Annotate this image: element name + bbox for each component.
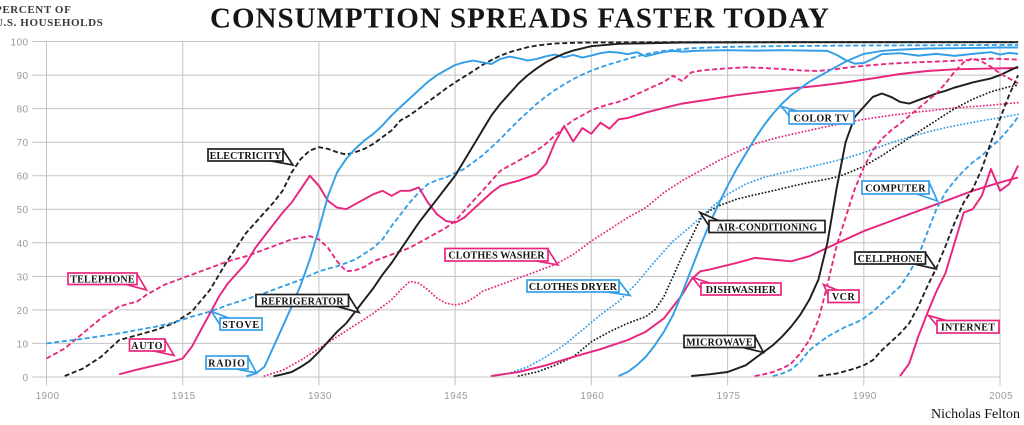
svg-text:40: 40 [17,239,29,250]
svg-text:1975: 1975 [717,391,741,402]
svg-text:ELECTRICITY: ELECTRICITY [210,151,282,162]
svg-text:AIR-CONDITIONING: AIR-CONDITIONING [717,222,818,233]
svg-text:INTERNET: INTERNET [941,323,995,334]
svg-text:MICROWAVE: MICROWAVE [686,337,753,348]
svg-text:COMPUTER: COMPUTER [865,183,926,194]
svg-text:1960: 1960 [580,391,604,402]
svg-text:CLOTHES DRYER: CLOTHES DRYER [529,282,618,293]
svg-text:0: 0 [23,373,29,384]
svg-text:1915: 1915 [172,391,196,402]
svg-text:U.S. HOUSEHOLDS: U.S. HOUSEHOLDS [0,17,103,29]
svg-text:PERCENT OF: PERCENT OF [0,4,71,16]
svg-text:STOVE: STOVE [222,320,260,331]
svg-text:1990: 1990 [853,391,877,402]
svg-text:2005: 2005 [989,391,1013,402]
svg-text:1945: 1945 [444,391,468,402]
svg-text:CELLPHONE: CELLPHONE [858,254,923,265]
svg-text:TELEPHONE: TELEPHONE [70,275,135,286]
svg-text:DISHWASHER: DISHWASHER [706,285,777,296]
svg-text:100: 100 [11,38,29,49]
svg-text:COLOR TV: COLOR TV [794,113,850,124]
svg-text:REFRIGERATOR: REFRIGERATOR [261,296,344,307]
svg-text:90: 90 [17,71,29,82]
svg-text:Nicholas Felton: Nicholas Felton [931,407,1020,422]
svg-text:AUTO: AUTO [131,341,163,352]
svg-text:20: 20 [17,306,29,317]
svg-text:CONSUMPTION SPREADS FASTER TOD: CONSUMPTION SPREADS FASTER TODAY [210,3,830,35]
svg-text:30: 30 [17,272,29,283]
svg-text:60: 60 [17,172,29,183]
svg-text:RADIO: RADIO [208,358,246,369]
svg-text:VCR: VCR [832,292,856,303]
svg-text:80: 80 [17,105,29,116]
svg-text:1930: 1930 [308,391,332,402]
svg-text:50: 50 [17,205,29,216]
svg-text:1900: 1900 [36,391,60,402]
svg-text:10: 10 [17,339,29,350]
svg-text:CLOTHES WASHER: CLOTHES WASHER [448,251,545,262]
svg-text:70: 70 [17,138,29,149]
